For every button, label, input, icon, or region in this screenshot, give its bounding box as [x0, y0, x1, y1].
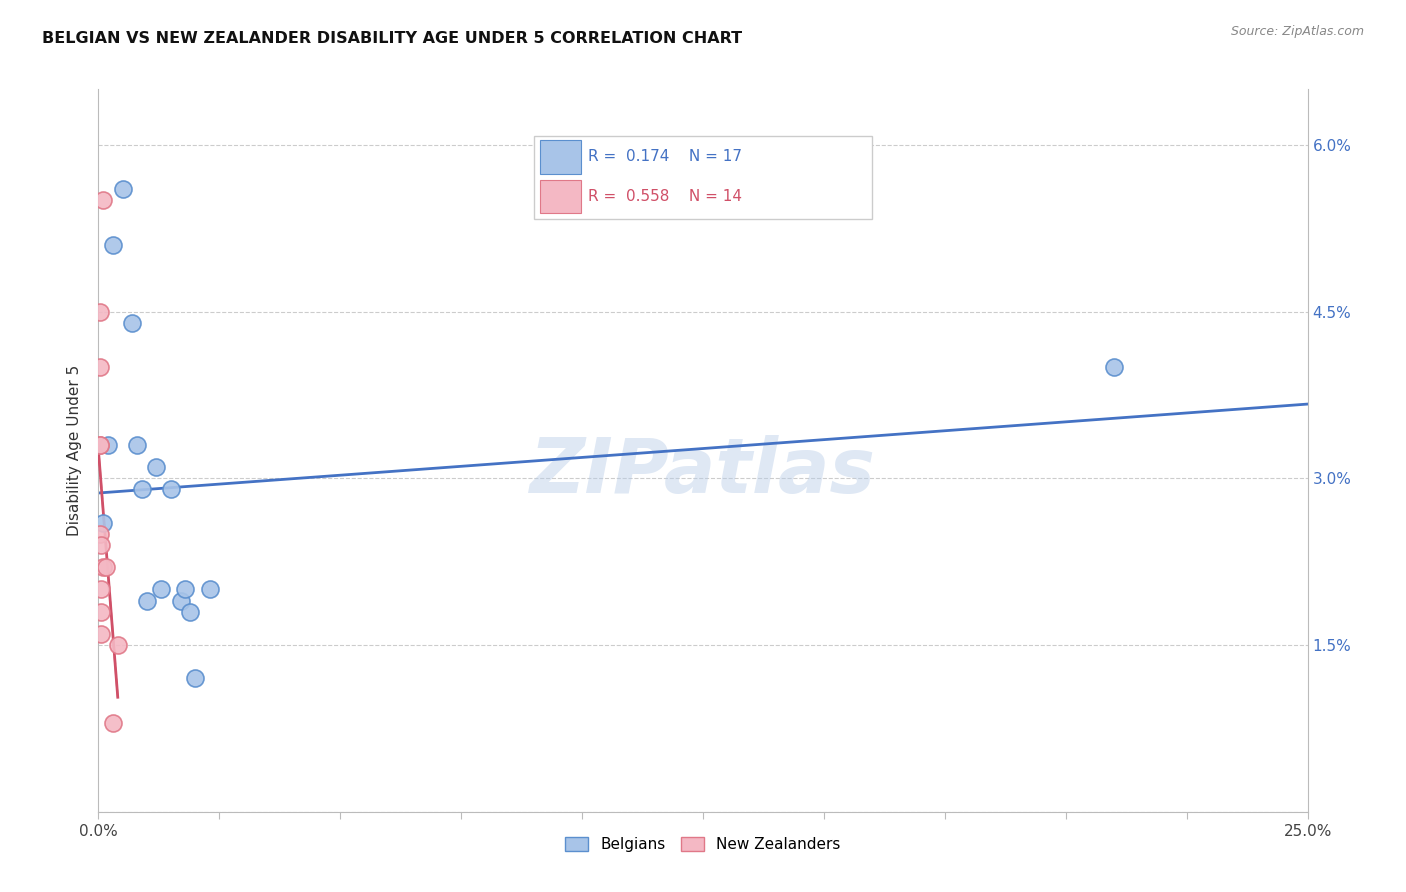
Point — [90, 605, 112, 619]
Point — [160, 483, 183, 497]
Point — [89, 526, 111, 541]
Point — [90, 582, 112, 597]
Point — [198, 582, 221, 597]
Point — [101, 237, 124, 252]
Point — [101, 715, 124, 730]
Point — [91, 194, 114, 208]
Point — [131, 483, 153, 497]
Text: BELGIAN VS NEW ZEALANDER DISABILITY AGE UNDER 5 CORRELATION CHART: BELGIAN VS NEW ZEALANDER DISABILITY AGE … — [42, 31, 742, 46]
Point — [127, 438, 149, 452]
Point — [97, 438, 120, 452]
Point — [89, 360, 111, 375]
Point — [91, 560, 114, 574]
Text: ZIPatlas: ZIPatlas — [530, 435, 876, 509]
Point — [169, 593, 191, 607]
Point — [184, 671, 207, 685]
Point — [121, 316, 143, 330]
Point — [150, 582, 173, 597]
Y-axis label: Disability Age Under 5: Disability Age Under 5 — [67, 365, 83, 536]
Point — [135, 593, 157, 607]
Point — [91, 516, 114, 530]
Point — [89, 438, 111, 452]
Point — [1102, 360, 1125, 375]
Point — [90, 538, 112, 552]
Point — [145, 460, 167, 475]
Point — [107, 638, 129, 652]
Point — [174, 582, 197, 597]
Point — [111, 182, 134, 196]
Point — [89, 438, 111, 452]
Point — [89, 304, 111, 318]
Point — [90, 627, 112, 641]
Point — [179, 605, 201, 619]
Legend: Belgians, New Zealanders: Belgians, New Zealanders — [560, 831, 846, 858]
Point — [94, 560, 117, 574]
Text: Source: ZipAtlas.com: Source: ZipAtlas.com — [1230, 25, 1364, 38]
